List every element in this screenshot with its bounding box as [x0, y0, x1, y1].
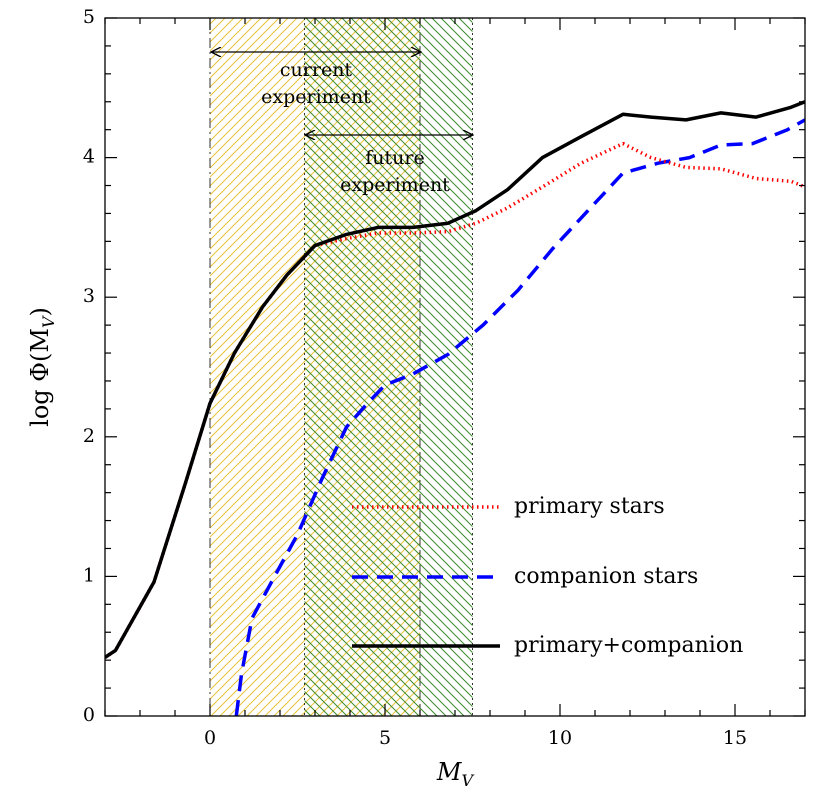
series-line-primary-companion — [105, 100, 805, 659]
x-tick-label: 0 — [204, 727, 216, 749]
y-tick-label: 0 — [83, 704, 95, 726]
x-axis-title-sub: V — [462, 771, 475, 790]
legend: primary stars companion stars primary+co… — [352, 494, 743, 658]
y-tick-label: 3 — [83, 285, 95, 307]
x-axis-title-main: M — [436, 758, 463, 786]
regions-layer — [209, 18, 473, 716]
legend-label-total: primary+companion — [514, 633, 743, 658]
legend-label-primary: primary stars — [514, 494, 665, 519]
region-future — [304, 18, 473, 716]
annotation-current: current experiment — [212, 52, 420, 108]
x-tick-label: 5 — [379, 727, 391, 749]
x-tick-label: 15 — [723, 727, 747, 749]
series-line-companion-stars — [234, 118, 805, 716]
current-label-line1: current — [280, 59, 353, 81]
y-tick-label: 2 — [83, 425, 95, 447]
x-tick-label: 10 — [548, 727, 572, 749]
current-label-line2: experiment — [261, 86, 371, 108]
y-axis-title-sub: V — [39, 315, 58, 328]
series-line-primary-stars — [105, 141, 805, 659]
y-axis-title-main: log Φ(M — [26, 328, 54, 427]
legend-label-companion: companion stars — [514, 564, 698, 589]
future-label-line1: future — [365, 147, 424, 169]
annotation-future: future experiment — [306, 135, 472, 196]
x-axis-title: MV — [436, 758, 475, 790]
y-axis-title: log Φ(MV) — [26, 307, 58, 427]
ticks-layer: 0 5 10 15 0 1 2 3 4 5 — [83, 6, 806, 749]
y-tick-label: 4 — [83, 146, 95, 168]
y-tick-label: 1 — [83, 564, 95, 586]
y-tick-label: 5 — [83, 6, 95, 28]
series-layer — [105, 100, 805, 716]
future-label-line2: experiment — [340, 174, 450, 196]
y-axis-title-close: ) — [26, 307, 54, 316]
